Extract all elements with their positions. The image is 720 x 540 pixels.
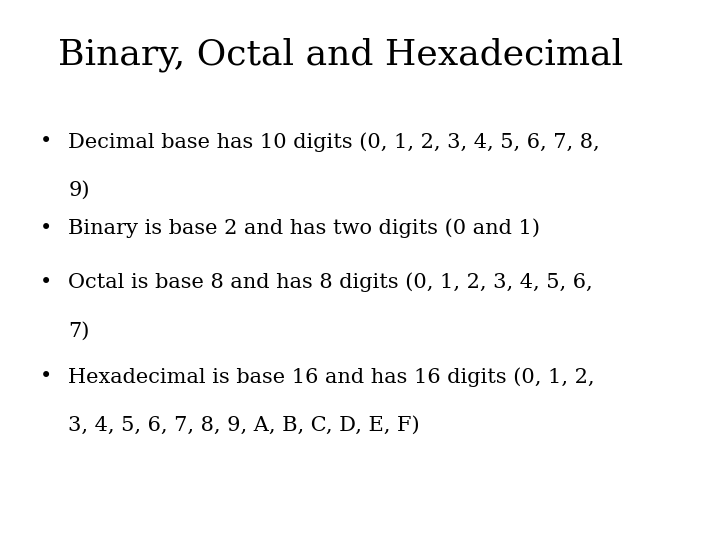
Text: •: • <box>40 219 52 238</box>
Text: •: • <box>40 132 52 151</box>
Text: Decimal base has 10 digits (0, 1, 2, 3, 4, 5, 6, 7, 8,: Decimal base has 10 digits (0, 1, 2, 3, … <box>68 132 600 152</box>
Text: •: • <box>40 367 52 386</box>
Text: Binary, Octal and Hexadecimal: Binary, Octal and Hexadecimal <box>58 38 623 72</box>
Text: 9): 9) <box>68 181 90 200</box>
Text: Binary is base 2 and has two digits (0 and 1): Binary is base 2 and has two digits (0 a… <box>68 219 541 238</box>
Text: 3, 4, 5, 6, 7, 8, 9, A, B, C, D, E, F): 3, 4, 5, 6, 7, 8, 9, A, B, C, D, E, F) <box>68 416 420 435</box>
Text: 7): 7) <box>68 321 90 340</box>
Text: Octal is base 8 and has 8 digits (0, 1, 2, 3, 4, 5, 6,: Octal is base 8 and has 8 digits (0, 1, … <box>68 273 593 292</box>
Text: Hexadecimal is base 16 and has 16 digits (0, 1, 2,: Hexadecimal is base 16 and has 16 digits… <box>68 367 595 387</box>
Text: •: • <box>40 273 52 292</box>
